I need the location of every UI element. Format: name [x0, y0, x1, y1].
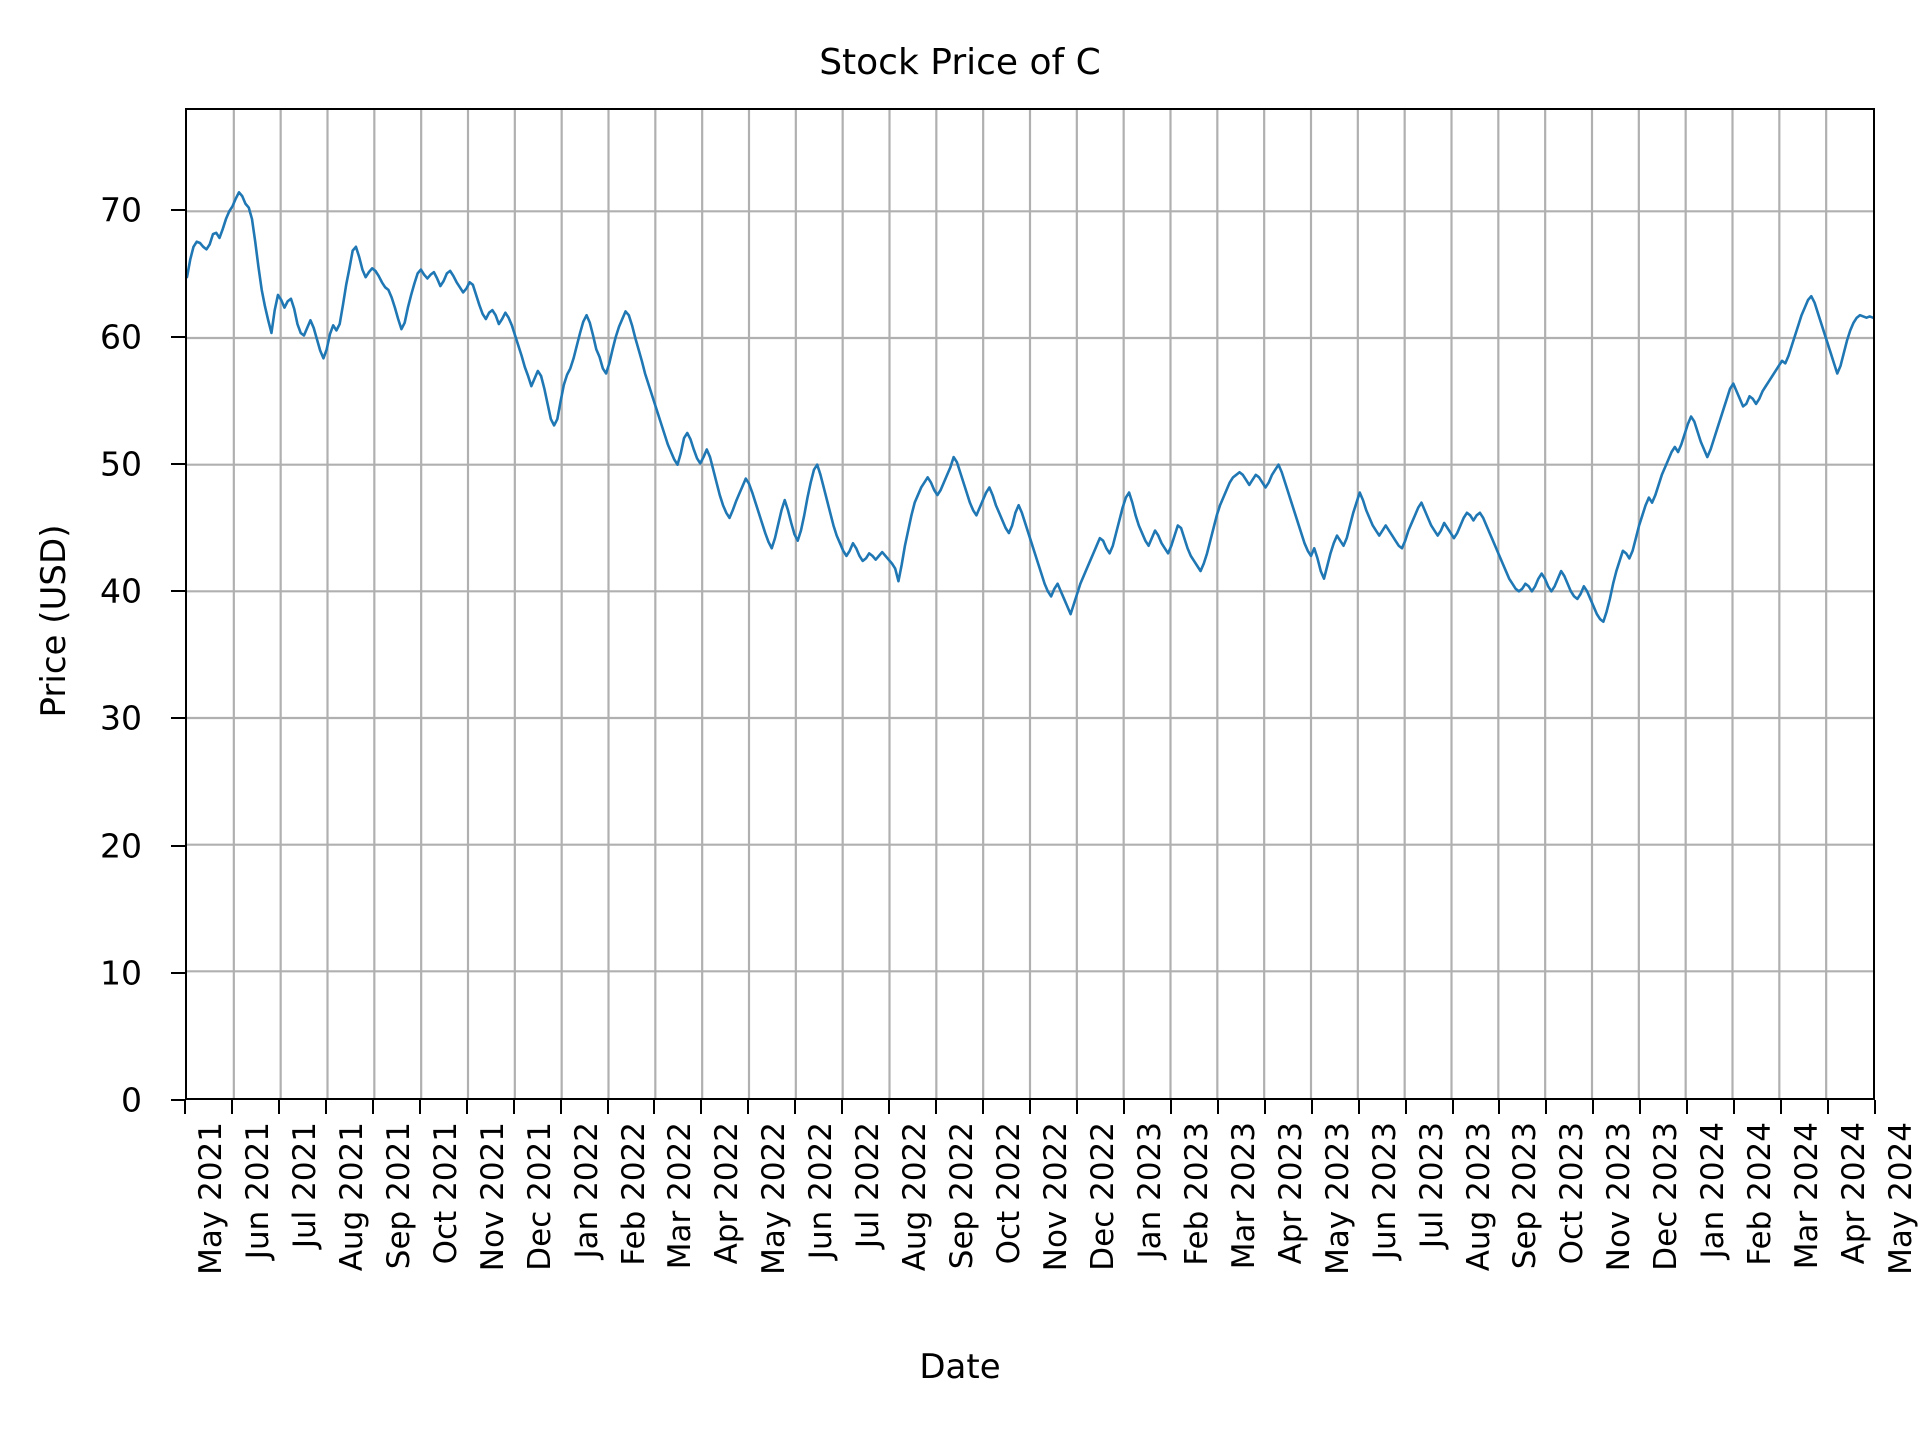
x-tick-label: May 2024: [1883, 1122, 1919, 1275]
x-tick-label: Oct 2023: [1554, 1122, 1591, 1265]
x-tick-mark: [1029, 1100, 1031, 1114]
x-tick-mark: [1874, 1100, 1876, 1114]
price-line-series: [187, 191, 1873, 624]
y-tick-mark: [171, 844, 185, 847]
x-tick-mark: [700, 1100, 703, 1114]
y-tick-mark: [171, 590, 185, 593]
y-tick-mark: [171, 463, 185, 466]
x-tick-label: Oct 2022: [991, 1122, 1028, 1265]
x-tick-label: Sep 2021: [380, 1122, 417, 1270]
x-tick-mark: [512, 1100, 515, 1114]
x-tick-label: Dec 2023: [1648, 1122, 1685, 1271]
x-tick-label: Dec 2021: [521, 1122, 558, 1271]
x-tick-label: Nov 2021: [474, 1122, 511, 1272]
x-tick-mark: [1451, 1100, 1454, 1114]
x-tick-label: Jan 2024: [1695, 1122, 1732, 1259]
x-tick-mark: [1592, 1100, 1595, 1114]
x-tick-mark: [418, 1100, 421, 1114]
x-tick-mark: [794, 1100, 797, 1114]
x-tick-mark: [184, 1100, 186, 1114]
x-tick-label: May 2023: [1319, 1122, 1356, 1275]
x-tick-mark: [653, 1100, 656, 1114]
x-tick-mark: [1357, 1100, 1360, 1114]
x-axis-tick-marks: [184, 1100, 1876, 1116]
x-tick-label: May 2021: [193, 1122, 229, 1275]
x-tick-mark: [1639, 1100, 1642, 1114]
x-tick-label: Nov 2023: [1601, 1122, 1638, 1272]
x-tick-label: Apr 2023: [1272, 1122, 1309, 1265]
grid-lines: [187, 110, 1873, 1098]
x-tick-mark: [465, 1100, 468, 1114]
x-tick-label: May 2022: [756, 1122, 793, 1275]
x-tick-mark: [1686, 1100, 1689, 1114]
x-tick-label: Nov 2022: [1038, 1122, 1074, 1272]
y-tick-mark: [171, 1099, 185, 1101]
x-tick-mark: [1498, 1100, 1501, 1114]
x-tick-label: Jan 2023: [1131, 1122, 1168, 1259]
x-tick-mark: [559, 1100, 562, 1114]
x-tick-label: Dec 2022: [1084, 1122, 1121, 1271]
y-tick-label: 70: [100, 190, 142, 230]
x-tick-label: Mar 2023: [1225, 1122, 1262, 1270]
y-axis-tick-labels: 0 10 20 30 40 50 60 70: [0, 108, 185, 1117]
y-tick-mark: [171, 971, 185, 974]
plot-area: [185, 108, 1875, 1100]
y-tick-label: 60: [100, 317, 142, 357]
x-tick-mark: [1545, 1100, 1548, 1114]
x-tick-label: Jan 2022: [568, 1122, 605, 1259]
x-tick-label: Apr 2022: [709, 1122, 746, 1265]
x-tick-label: Aug 2023: [1460, 1122, 1497, 1272]
x-tick-mark: [606, 1100, 609, 1114]
x-tick-mark: [982, 1100, 985, 1114]
x-tick-mark: [1310, 1100, 1313, 1114]
x-tick-mark: [371, 1100, 374, 1114]
x-tick-label: Jul 2023: [1413, 1122, 1450, 1249]
x-tick-label: Oct 2021: [427, 1122, 464, 1265]
x-tick-label: Apr 2024: [1836, 1122, 1873, 1265]
y-tick-label: 10: [100, 953, 142, 993]
x-tick-mark: [747, 1100, 750, 1114]
x-tick-mark: [888, 1100, 891, 1114]
x-tick-label: Jun 2022: [803, 1122, 840, 1260]
x-tick-label: Jul 2022: [850, 1122, 887, 1249]
x-tick-mark: [1122, 1100, 1125, 1114]
y-tick-mark: [171, 208, 185, 211]
x-tick-label: Jun 2021: [239, 1122, 276, 1260]
x-tick-mark: [1263, 1100, 1266, 1114]
x-tick-mark: [1827, 1100, 1830, 1114]
x-tick-mark: [1780, 1100, 1783, 1114]
y-tick-label: 40: [100, 571, 142, 611]
x-tick-label: Jul 2021: [286, 1122, 323, 1249]
y-tick-mark: [171, 335, 185, 338]
y-tick-label: 20: [100, 826, 142, 866]
x-tick-label: Sep 2022: [944, 1122, 981, 1270]
x-tick-mark: [324, 1100, 327, 1114]
x-tick-label: Mar 2024: [1789, 1122, 1826, 1270]
x-tick-mark: [935, 1100, 938, 1114]
y-tick-label: 30: [100, 698, 142, 738]
x-axis-label: Date: [919, 1347, 1001, 1387]
x-tick-mark: [841, 1100, 844, 1114]
y-tick-label: 50: [100, 444, 142, 484]
y-tick-label: 0: [121, 1080, 142, 1120]
x-tick-mark: [277, 1100, 280, 1114]
x-tick-mark: [230, 1100, 233, 1114]
x-tick-label: Aug 2021: [333, 1122, 370, 1272]
y-tick-mark: [171, 717, 185, 720]
x-tick-label: Feb 2023: [1178, 1122, 1215, 1266]
x-tick-mark: [1733, 1100, 1736, 1114]
x-tick-label: Feb 2022: [615, 1122, 652, 1266]
x-tick-mark: [1216, 1100, 1219, 1114]
x-axis-tick-labels: May 2021 Jun 2021 Jul 2021 Aug 2021 Sep 2021…: [185, 1122, 1919, 1332]
x-tick-label: Sep 2023: [1507, 1122, 1544, 1270]
x-tick-mark: [1404, 1100, 1407, 1114]
x-tick-mark: [1169, 1100, 1172, 1114]
x-tick-label: Jun 2023: [1366, 1122, 1403, 1260]
x-tick-mark: [1075, 1100, 1078, 1114]
x-tick-label: Feb 2024: [1742, 1122, 1779, 1266]
chart-title: Stock Price of C: [819, 42, 1101, 83]
x-tick-label: Aug 2022: [897, 1122, 934, 1272]
x-tick-label: Mar 2022: [662, 1122, 699, 1270]
